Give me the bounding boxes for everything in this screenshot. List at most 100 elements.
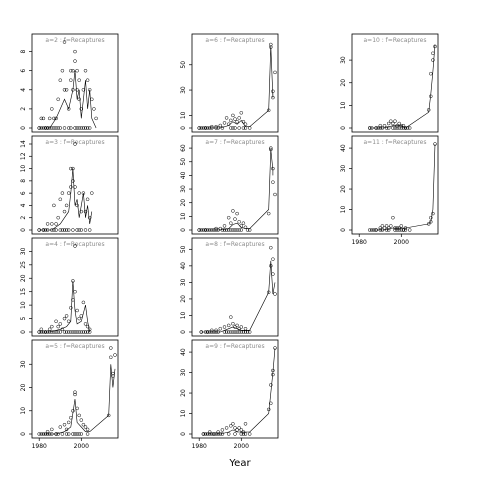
- data-point: [231, 321, 235, 326]
- data-point: [273, 346, 277, 350]
- data-point: [56, 432, 60, 436]
- data-point: [58, 228, 63, 232]
- data-point: [69, 415, 73, 420]
- data-point: [75, 203, 79, 208]
- data-point: [399, 224, 404, 228]
- data-point: [397, 126, 401, 130]
- y-tick-label: 6: [20, 69, 27, 73]
- data-point: [75, 88, 79, 92]
- data-point: [47, 126, 52, 130]
- y-tick-label: 40: [180, 171, 187, 179]
- data-point: [231, 126, 235, 130]
- data-point: [64, 330, 69, 334]
- data-point: [273, 70, 277, 75]
- data-point: [203, 228, 208, 232]
- data-point: [237, 126, 241, 130]
- data-point: [45, 126, 50, 130]
- data-point: [231, 113, 235, 118]
- panel-strip-label: a=5 : f=Recaptures: [45, 343, 104, 350]
- data-point: [384, 228, 389, 232]
- y-tick-label: 15: [20, 288, 27, 296]
- data-point: [66, 432, 71, 436]
- series-line: [199, 45, 274, 129]
- data-point: [247, 228, 252, 232]
- data-point: [69, 330, 73, 334]
- data-point: [399, 123, 404, 128]
- data-point: [73, 49, 77, 54]
- data-point: [45, 222, 50, 226]
- data-point: [71, 228, 75, 232]
- data-point: [222, 330, 227, 334]
- data-point: [247, 126, 252, 130]
- data-point: [71, 68, 75, 73]
- panel-frame: [31, 339, 119, 439]
- data-point: [85, 330, 90, 334]
- data-point: [83, 228, 88, 232]
- data-point: [426, 222, 431, 226]
- y-tick-label: 40: [180, 348, 187, 356]
- data-point: [218, 123, 223, 128]
- data-point: [85, 126, 90, 130]
- data-point: [235, 330, 239, 334]
- data-point: [56, 97, 60, 102]
- panel-strip-label: a=7 : f=Recaptures: [205, 139, 264, 146]
- data-point: [64, 432, 69, 436]
- data-point: [229, 221, 233, 225]
- y-tick-label: 0: [180, 126, 187, 130]
- data-point: [79, 418, 84, 422]
- data-point: [207, 126, 212, 130]
- data-point: [235, 211, 239, 216]
- data-point: [376, 126, 380, 130]
- y-tick-label: 10: [340, 101, 347, 109]
- data-point: [247, 330, 252, 334]
- data-point: [41, 330, 46, 334]
- data-point: [50, 427, 54, 432]
- y-tick-label: 30: [180, 86, 187, 94]
- data-point: [43, 432, 48, 436]
- data-point: [94, 116, 98, 121]
- y-tick-label: 10: [20, 301, 27, 309]
- data-point: [212, 432, 216, 436]
- y-tick-label: 5: [20, 316, 27, 320]
- panel-strip-label: a=6 : f=Recaptures: [205, 37, 264, 44]
- data-point: [62, 209, 67, 214]
- data-point: [380, 224, 385, 228]
- data-point: [226, 122, 231, 126]
- data-point: [73, 126, 77, 130]
- y-tick-label: 30: [340, 56, 347, 64]
- y-tick-label: 10: [180, 212, 187, 220]
- panel-7: a=8 : f=Recaptures 0 10 20 30 40 50: [180, 237, 279, 337]
- data-point: [79, 228, 84, 232]
- data-point: [75, 406, 79, 411]
- data-point: [401, 228, 406, 232]
- y-tick-label: 20: [20, 384, 27, 392]
- data-point: [273, 292, 277, 296]
- data-point: [266, 108, 271, 113]
- data-point: [64, 228, 69, 232]
- series-line: [39, 168, 93, 231]
- data-point: [50, 330, 54, 334]
- x-tick-label: 1980: [352, 239, 367, 246]
- data-point: [241, 126, 246, 130]
- data-point: [73, 289, 77, 294]
- data-point: [43, 126, 48, 130]
- data-point: [77, 191, 81, 195]
- data-point: [210, 432, 214, 436]
- data-point: [52, 116, 56, 121]
- y-tick-label: 8: [20, 49, 27, 53]
- data-point: [393, 228, 397, 232]
- data-point: [372, 228, 376, 232]
- data-point: [235, 119, 239, 124]
- data-point: [199, 126, 204, 130]
- y-tick-label: 20: [20, 274, 27, 282]
- data-point: [109, 346, 113, 350]
- data-point: [378, 228, 383, 232]
- data-point: [197, 126, 201, 130]
- data-point: [64, 427, 69, 432]
- data-point: [43, 228, 48, 232]
- data-point: [75, 432, 79, 436]
- data-point: [401, 126, 406, 130]
- data-point: [69, 78, 73, 82]
- data-point: [75, 330, 79, 334]
- data-point: [269, 383, 273, 387]
